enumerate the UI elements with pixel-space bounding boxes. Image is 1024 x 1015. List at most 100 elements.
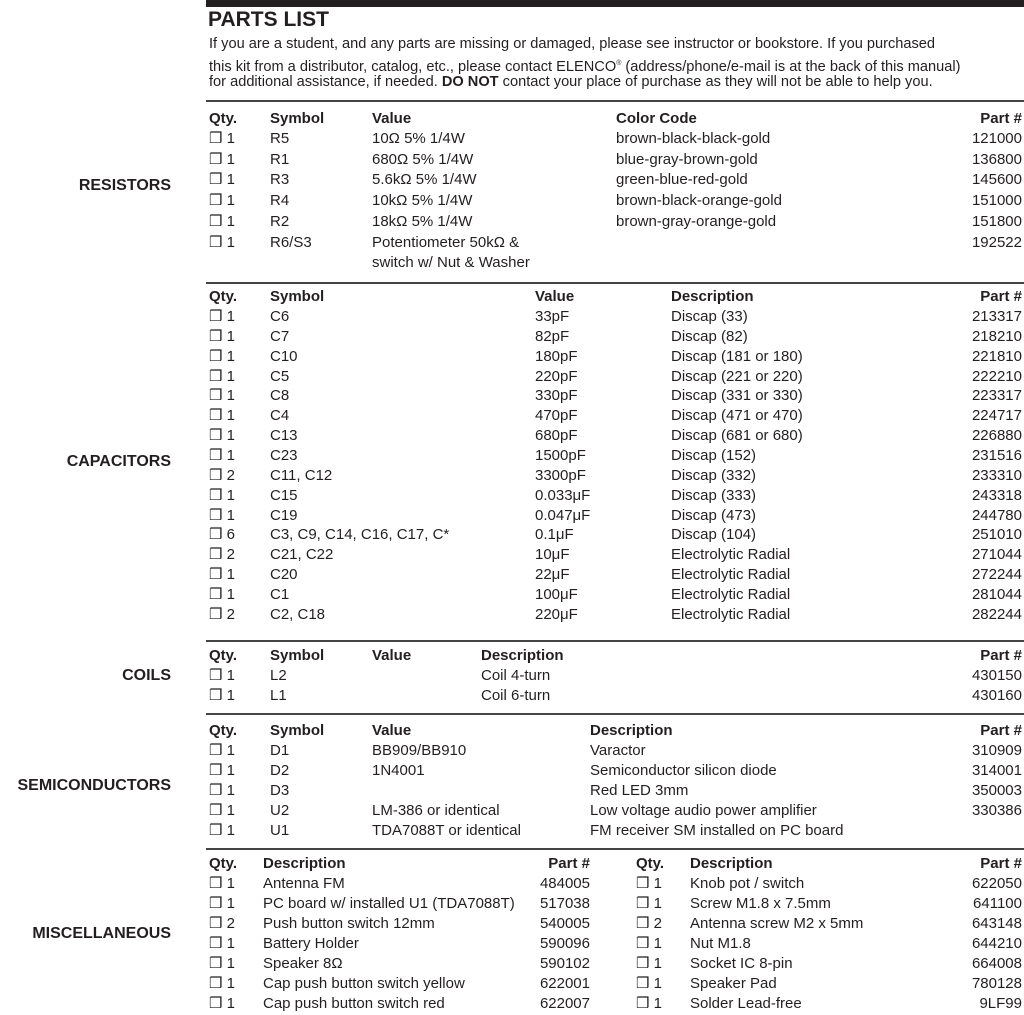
checkbox-icon[interactable]: ❒ bbox=[636, 935, 650, 952]
quantity-checkbox[interactable]: ❒ 1 bbox=[209, 308, 235, 325]
checkbox-icon[interactable]: ❒ bbox=[209, 742, 223, 759]
checkbox-icon[interactable]: ❒ bbox=[209, 506, 223, 524]
quantity-checkbox[interactable]: ❒ 1 bbox=[209, 687, 235, 704]
quantity-checkbox[interactable]: ❒ 6 bbox=[209, 526, 235, 544]
checkbox-icon[interactable]: ❒ bbox=[209, 935, 223, 952]
quantity-checkbox[interactable]: ❒ 1 bbox=[209, 486, 235, 504]
checkbox-icon[interactable]: ❒ bbox=[209, 781, 223, 799]
quantity-checkbox[interactable]: ❒ 2 bbox=[636, 915, 662, 932]
checkbox-icon[interactable]: ❒ bbox=[209, 308, 223, 325]
checkbox-icon[interactable]: ❒ bbox=[209, 526, 223, 544]
intro-line-1: If you are a student, and any parts are … bbox=[209, 36, 936, 52]
quantity-checkbox[interactable]: ❒ 1 bbox=[209, 742, 235, 759]
quantity-checkbox[interactable]: ❒ 1 bbox=[209, 566, 235, 584]
quantity-checkbox[interactable]: ❒ 1 bbox=[209, 585, 235, 603]
checkbox-icon[interactable]: ❒ bbox=[209, 955, 223, 972]
quantity-checkbox[interactable]: ❒ 1 bbox=[209, 975, 235, 992]
quantity-checkbox[interactable]: ❒ 1 bbox=[209, 955, 235, 972]
quantity-checkbox[interactable]: ❒ 2 bbox=[209, 546, 235, 564]
checkbox-icon[interactable]: ❒ bbox=[209, 801, 223, 819]
table-cell: 664008 bbox=[971, 955, 1022, 972]
quantity-checkbox[interactable]: ❒ 1 bbox=[209, 995, 235, 1012]
quantity-checkbox[interactable]: ❒ 1 bbox=[209, 875, 235, 892]
quantity-checkbox[interactable]: ❒ 1 bbox=[209, 801, 235, 819]
quantity-checkbox[interactable]: ❒ 1 bbox=[209, 935, 235, 952]
checkbox-icon[interactable]: ❒ bbox=[209, 192, 223, 210]
checkbox-icon[interactable]: ❒ bbox=[209, 546, 223, 564]
checkbox-icon[interactable]: ❒ bbox=[209, 667, 223, 684]
quantity-checkbox[interactable]: ❒ 1 bbox=[636, 895, 662, 912]
checkbox-icon[interactable]: ❒ bbox=[209, 466, 223, 484]
table-cell: R1 bbox=[270, 150, 290, 168]
quantity-checkbox[interactable]: ❒ 1 bbox=[209, 192, 235, 210]
checkbox-icon[interactable]: ❒ bbox=[636, 955, 650, 972]
checkbox-icon[interactable]: ❒ bbox=[209, 975, 223, 992]
table-cell: 314001 bbox=[971, 761, 1022, 779]
checkbox-icon[interactable]: ❒ bbox=[209, 427, 223, 445]
quantity-checkbox[interactable]: ❒ 2 bbox=[209, 915, 235, 932]
checkbox-icon[interactable]: ❒ bbox=[209, 171, 223, 189]
quantity-checkbox[interactable]: ❒ 1 bbox=[209, 667, 235, 684]
quantity-checkbox[interactable]: ❒ 2 bbox=[209, 466, 235, 484]
quantity-checkbox[interactable]: ❒ 1 bbox=[209, 233, 235, 251]
checkbox-icon[interactable]: ❒ bbox=[209, 915, 223, 932]
registered-mark: ® bbox=[616, 60, 622, 67]
table-cell: Low voltage audio power amplifier bbox=[590, 801, 817, 819]
checkbox-icon[interactable]: ❒ bbox=[636, 995, 650, 1012]
quantity-checkbox[interactable]: ❒ 1 bbox=[636, 935, 662, 952]
checkbox-icon[interactable]: ❒ bbox=[209, 761, 223, 779]
table-cell: Semiconductor silicon diode bbox=[590, 761, 777, 779]
checkbox-icon[interactable]: ❒ bbox=[209, 233, 223, 251]
table-cell: 244780 bbox=[971, 506, 1022, 524]
quantity-checkbox[interactable]: ❒ 1 bbox=[209, 150, 235, 168]
quantity-checkbox[interactable]: ❒ 1 bbox=[209, 895, 235, 912]
quantity-checkbox[interactable]: ❒ 1 bbox=[209, 387, 235, 405]
checkbox-icon[interactable]: ❒ bbox=[209, 486, 223, 504]
table-cell: C5 bbox=[270, 367, 290, 385]
checkbox-icon[interactable]: ❒ bbox=[209, 367, 223, 385]
quantity-checkbox[interactable]: ❒ 1 bbox=[209, 407, 235, 425]
quantity-checkbox[interactable]: ❒ 1 bbox=[209, 367, 235, 385]
checkbox-icon[interactable]: ❒ bbox=[209, 995, 223, 1012]
quantity-checkbox[interactable]: ❒ 1 bbox=[209, 347, 235, 365]
column-header: Description bbox=[671, 288, 754, 305]
quantity-checkbox[interactable]: ❒ 1 bbox=[209, 171, 235, 189]
checkbox-icon[interactable]: ❒ bbox=[209, 821, 223, 839]
quantity-checkbox[interactable]: ❒ 1 bbox=[209, 427, 235, 445]
checkbox-icon[interactable]: ❒ bbox=[209, 687, 223, 704]
checkbox-icon[interactable]: ❒ bbox=[209, 150, 223, 168]
quantity-checkbox[interactable]: ❒ 1 bbox=[209, 821, 235, 839]
column-header: Description bbox=[263, 855, 346, 872]
checkbox-icon[interactable]: ❒ bbox=[209, 446, 223, 464]
quantity-checkbox[interactable]: ❒ 1 bbox=[209, 506, 235, 524]
checkbox-icon[interactable]: ❒ bbox=[209, 327, 223, 345]
quantity-checkbox[interactable]: ❒ 1 bbox=[209, 130, 235, 147]
quantity-checkbox[interactable]: ❒ 1 bbox=[636, 995, 662, 1012]
checkbox-icon[interactable]: ❒ bbox=[636, 875, 650, 892]
checkbox-icon[interactable]: ❒ bbox=[209, 566, 223, 584]
checkbox-icon[interactable]: ❒ bbox=[636, 915, 650, 932]
quantity-checkbox[interactable]: ❒ 1 bbox=[636, 875, 662, 892]
quantity-checkbox[interactable]: ❒ 1 bbox=[209, 761, 235, 779]
quantity-checkbox[interactable]: ❒ 1 bbox=[209, 446, 235, 464]
checkbox-icon[interactable]: ❒ bbox=[636, 975, 650, 992]
column-header: Qty. bbox=[209, 110, 238, 127]
table-cell: 330pF bbox=[535, 387, 578, 405]
quantity-checkbox[interactable]: ❒ 2 bbox=[209, 605, 235, 623]
quantity-checkbox[interactable]: ❒ 1 bbox=[636, 975, 662, 992]
checkbox-icon[interactable]: ❒ bbox=[209, 585, 223, 603]
checkbox-icon[interactable]: ❒ bbox=[209, 387, 223, 405]
checkbox-icon[interactable]: ❒ bbox=[209, 212, 223, 230]
checkbox-icon[interactable]: ❒ bbox=[209, 875, 223, 892]
quantity-checkbox[interactable]: ❒ 1 bbox=[209, 781, 235, 799]
checkbox-icon[interactable]: ❒ bbox=[209, 895, 223, 912]
quantity-checkbox[interactable]: ❒ 1 bbox=[636, 955, 662, 972]
checkbox-icon[interactable]: ❒ bbox=[209, 130, 223, 147]
checkbox-icon[interactable]: ❒ bbox=[209, 605, 223, 623]
checkbox-icon[interactable]: ❒ bbox=[209, 407, 223, 425]
checkbox-icon[interactable]: ❒ bbox=[636, 895, 650, 912]
table-cell: D1 bbox=[270, 742, 290, 759]
quantity-checkbox[interactable]: ❒ 1 bbox=[209, 212, 235, 230]
quantity-checkbox[interactable]: ❒ 1 bbox=[209, 327, 235, 345]
checkbox-icon[interactable]: ❒ bbox=[209, 347, 223, 365]
